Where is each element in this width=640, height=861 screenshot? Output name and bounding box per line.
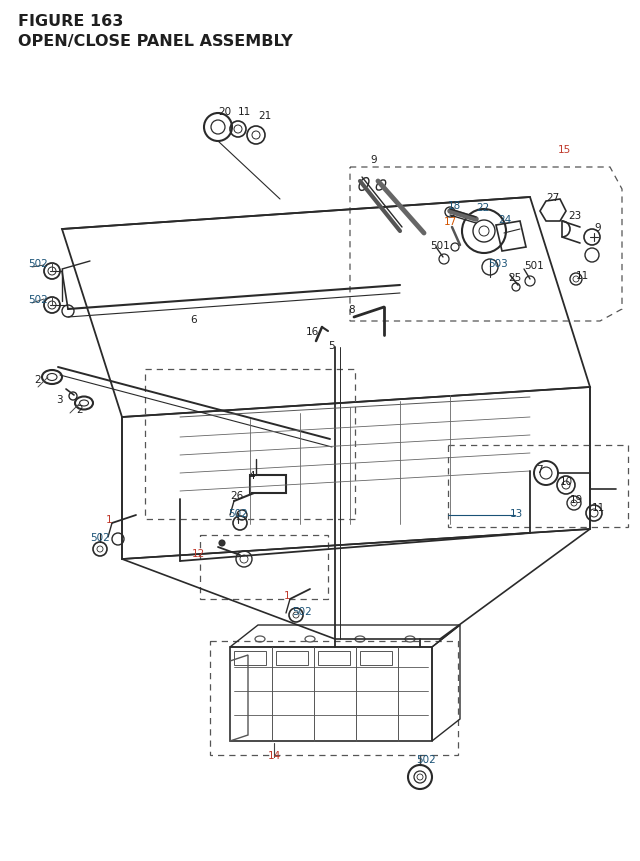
Bar (234, 651, 266, 666)
Text: 9: 9 (594, 223, 600, 232)
Text: 22: 22 (476, 202, 489, 213)
Circle shape (219, 541, 225, 547)
Text: 17: 17 (444, 217, 457, 226)
Bar (250, 475, 286, 493)
Bar (276, 651, 308, 666)
Bar (210, 641, 458, 755)
Text: 5: 5 (328, 341, 335, 350)
Text: 502: 502 (90, 532, 109, 542)
Text: 502: 502 (28, 294, 48, 305)
Text: 4: 4 (248, 470, 255, 480)
Text: 1: 1 (284, 591, 291, 600)
Text: 11: 11 (238, 107, 252, 117)
Text: 502: 502 (292, 606, 312, 616)
Text: 501: 501 (430, 241, 450, 251)
Text: 20: 20 (218, 107, 231, 117)
Text: 502: 502 (416, 754, 436, 764)
Text: 26: 26 (230, 491, 243, 500)
Text: 23: 23 (568, 211, 581, 220)
Text: 501: 501 (524, 261, 544, 270)
Text: 12: 12 (192, 548, 205, 558)
Text: FIGURE 163: FIGURE 163 (18, 14, 124, 29)
Text: 11: 11 (576, 270, 589, 281)
Text: 502: 502 (28, 258, 48, 269)
Text: 2: 2 (34, 375, 40, 385)
Text: 19: 19 (570, 494, 583, 505)
Text: 1: 1 (106, 514, 113, 524)
Bar (318, 651, 350, 666)
Text: 3: 3 (56, 394, 63, 405)
Bar (360, 651, 392, 666)
Text: 6: 6 (190, 314, 196, 325)
Text: 18: 18 (448, 201, 461, 211)
Text: 16: 16 (306, 326, 319, 337)
Text: 9: 9 (370, 155, 376, 164)
Text: 25: 25 (508, 273, 521, 282)
Text: 8: 8 (348, 305, 355, 314)
Text: 10: 10 (560, 476, 573, 486)
Text: 2: 2 (76, 405, 83, 414)
Text: 24: 24 (498, 214, 511, 225)
Text: 11: 11 (592, 503, 605, 512)
Text: 15: 15 (558, 145, 572, 155)
Bar (230, 647, 432, 741)
Bar (448, 445, 628, 528)
Text: OPEN/CLOSE PANEL ASSEMBLY: OPEN/CLOSE PANEL ASSEMBLY (18, 34, 292, 49)
Bar (145, 369, 355, 519)
Text: 7: 7 (536, 464, 543, 474)
Text: 27: 27 (546, 193, 559, 202)
Text: 503: 503 (488, 258, 508, 269)
Bar (200, 536, 328, 599)
Text: 14: 14 (268, 750, 281, 760)
Text: 21: 21 (258, 111, 271, 121)
Text: 502: 502 (228, 508, 248, 518)
Text: 13: 13 (510, 508, 524, 518)
